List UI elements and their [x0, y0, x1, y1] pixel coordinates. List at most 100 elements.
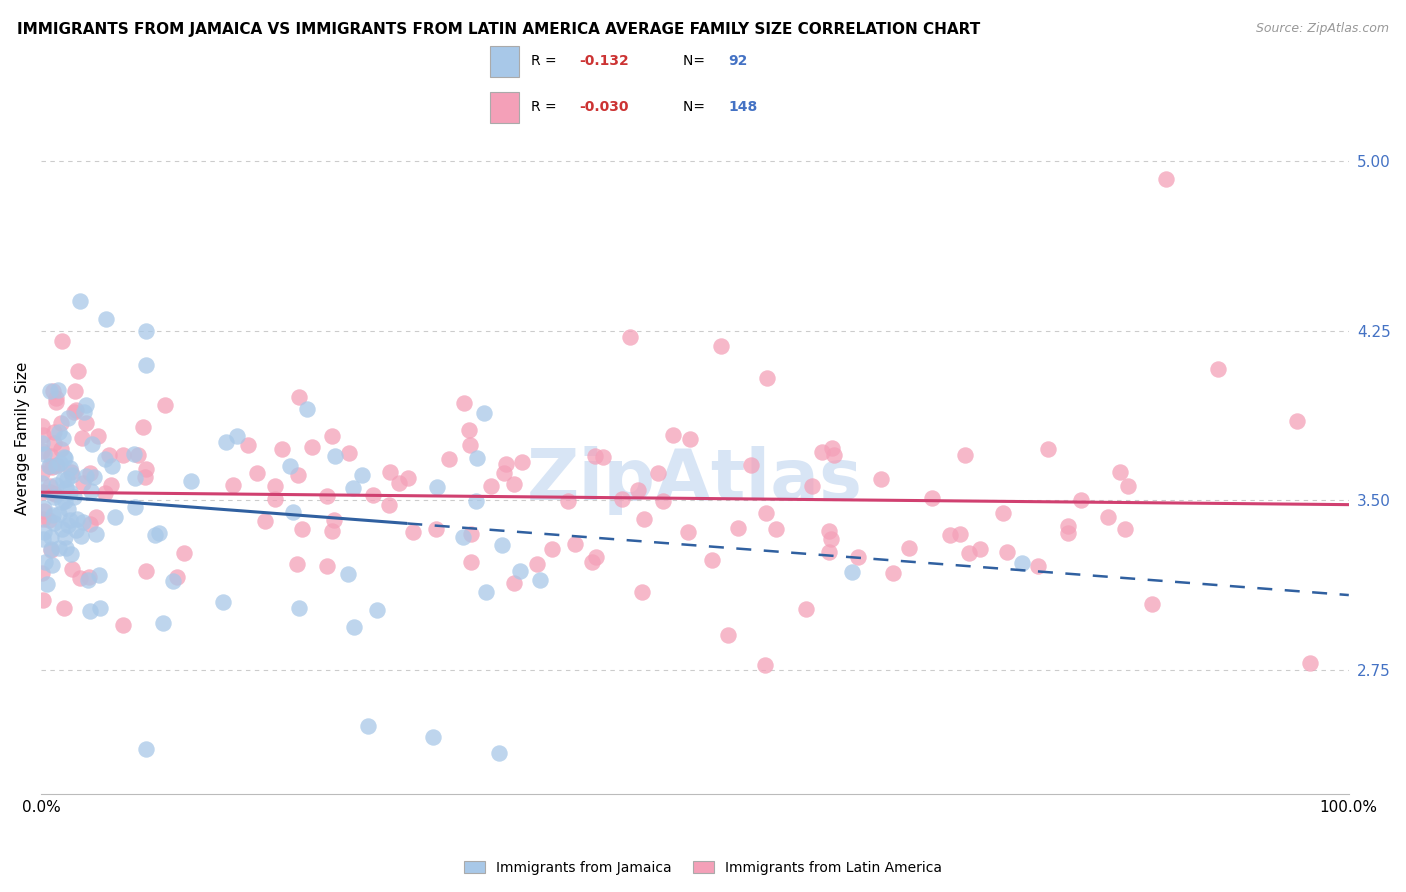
Point: [437, 451, 460, 466]
Point: [817, 524, 839, 539]
Point: [65, 402, 87, 417]
Point: [453, 396, 475, 410]
Point: [75, 416, 97, 430]
Point: [87, 429, 110, 443]
Point: [31, 435, 53, 450]
Point: [104, 510, 127, 524]
Point: [66, 512, 89, 526]
Point: [42, 508, 65, 522]
Point: [41, 558, 63, 572]
Point: [254, 514, 277, 528]
Point: [378, 465, 401, 479]
Point: [1109, 465, 1132, 479]
Point: [801, 479, 824, 493]
Point: [491, 538, 513, 552]
Text: R =: R =: [530, 54, 561, 69]
Point: [79, 604, 101, 618]
Point: [72, 516, 94, 530]
Bar: [489, 92, 519, 123]
Point: [80, 484, 103, 499]
Point: [42, 516, 65, 530]
Point: [42, 425, 65, 439]
Point: [76, 574, 98, 588]
Point: [63, 490, 86, 504]
Point: [540, 541, 562, 556]
Point: [53, 493, 76, 508]
Point: [301, 440, 323, 454]
Point: [48, 508, 70, 522]
Point: [69, 571, 91, 585]
Point: [278, 459, 301, 474]
Point: [39, 449, 62, 463]
Point: [38, 513, 60, 527]
Point: [52, 473, 75, 487]
Point: [42, 436, 65, 450]
Point: [32, 592, 55, 607]
Point: [288, 601, 311, 615]
Point: [323, 449, 346, 463]
Point: [35, 577, 58, 591]
Text: ZipAtlas: ZipAtlas: [527, 446, 863, 516]
Point: [72, 476, 94, 491]
Legend: Immigrants from Jamaica, Immigrants from Latin America: Immigrants from Jamaica, Immigrants from…: [458, 855, 948, 880]
Point: [31, 566, 53, 580]
Point: [898, 541, 921, 555]
Point: [1298, 656, 1320, 670]
Point: [60, 467, 83, 482]
Point: [882, 566, 904, 581]
Point: [702, 553, 724, 567]
Point: [647, 466, 669, 480]
Point: [84, 527, 107, 541]
Point: [143, 528, 166, 542]
Point: [610, 492, 633, 507]
Text: 92: 92: [728, 54, 748, 69]
Point: [73, 404, 96, 418]
Point: [225, 428, 247, 442]
Point: [631, 585, 654, 599]
Point: [1057, 518, 1080, 533]
Point: [361, 488, 384, 502]
Point: [342, 620, 364, 634]
Point: [148, 525, 170, 540]
Point: [526, 557, 548, 571]
Point: [756, 371, 779, 385]
Point: [1056, 526, 1078, 541]
Point: [135, 358, 157, 372]
Point: [31, 444, 53, 458]
Point: [135, 565, 157, 579]
Point: [460, 527, 482, 541]
Point: [321, 429, 343, 443]
Y-axis label: Average Family Size: Average Family Size: [15, 361, 30, 515]
Point: [32, 448, 55, 462]
Point: [388, 476, 411, 491]
Point: [32, 428, 55, 442]
Point: [287, 557, 309, 571]
Point: [222, 478, 245, 492]
Point: [45, 478, 67, 492]
Point: [62, 405, 84, 419]
Point: [38, 459, 60, 474]
Point: [135, 462, 157, 476]
Point: [717, 628, 740, 642]
Point: [45, 458, 67, 473]
Point: [633, 512, 655, 526]
Point: [49, 457, 72, 471]
Point: [79, 467, 101, 481]
Point: [41, 384, 63, 399]
Point: [921, 491, 943, 506]
Point: [39, 479, 62, 493]
Point: [472, 406, 495, 420]
Point: [475, 584, 498, 599]
Text: N=: N=: [683, 101, 710, 114]
Point: [65, 524, 87, 538]
Point: [111, 617, 134, 632]
Point: [627, 483, 650, 498]
Point: [59, 513, 82, 527]
Point: [316, 489, 339, 503]
Point: [60, 562, 83, 576]
Point: [31, 418, 53, 433]
Point: [97, 448, 120, 462]
Point: [451, 530, 474, 544]
Point: [58, 411, 80, 425]
Point: [79, 570, 101, 584]
